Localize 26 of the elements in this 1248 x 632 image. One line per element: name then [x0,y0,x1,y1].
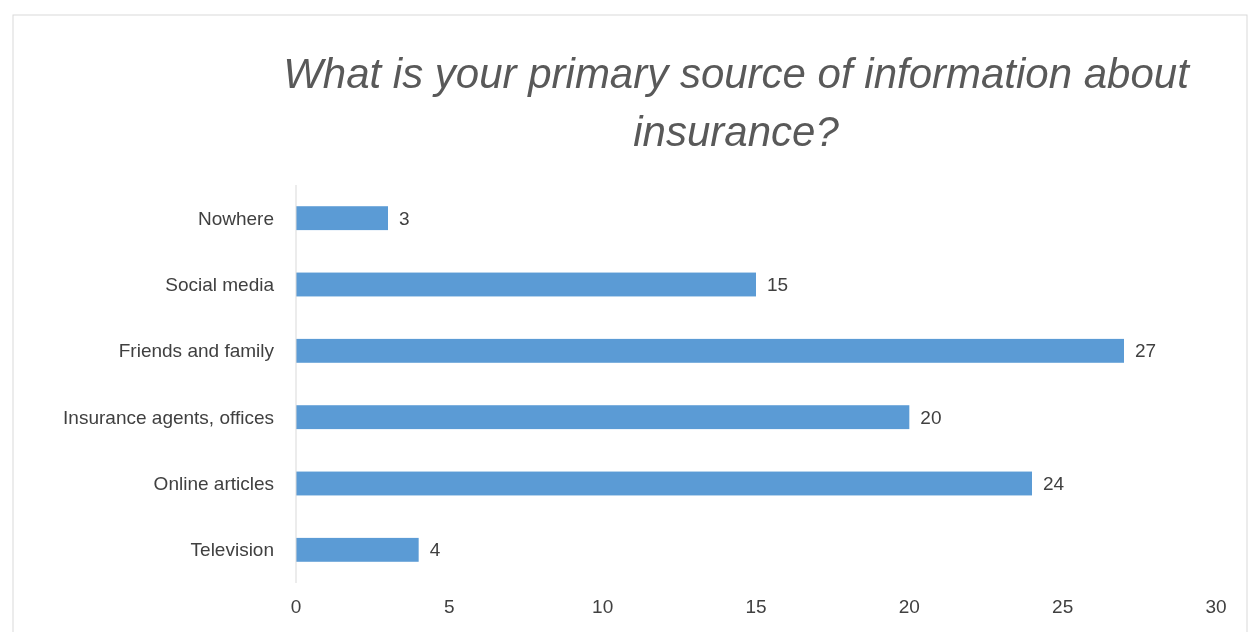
bar [296,471,1032,496]
y-tick-label: Friends and family [118,340,275,362]
data-label: 20 [920,406,942,428]
bar [296,537,419,562]
data-label: 24 [1043,473,1065,495]
data-label: 15 [767,274,789,296]
bar [296,272,756,297]
bar [296,338,1124,363]
y-tick-label: Nowhere [197,207,274,229]
y-tick-label: Social media [165,274,275,296]
x-tick-label: 15 [745,596,767,617]
chart-title: What is your primary source of information about insurance? [283,50,1192,155]
data-label: 4 [429,539,441,561]
x-tick-label: 5 [444,596,455,617]
data-label: 27 [1135,340,1157,362]
y-tick-label: Online articles [153,473,274,495]
bar [296,405,910,430]
x-tick-label: 0 [290,596,302,617]
bar [296,206,388,231]
x-tick-label: 30 [1205,596,1227,617]
data-label: 3 [399,207,410,229]
x-tick-label: 10 [592,596,614,617]
y-tick-label: Television [190,539,274,561]
y-tick-label: Insurance agents, offices [63,406,274,428]
x-tick-label: 25 [1052,596,1074,617]
x-tick-label: 20 [898,596,920,617]
